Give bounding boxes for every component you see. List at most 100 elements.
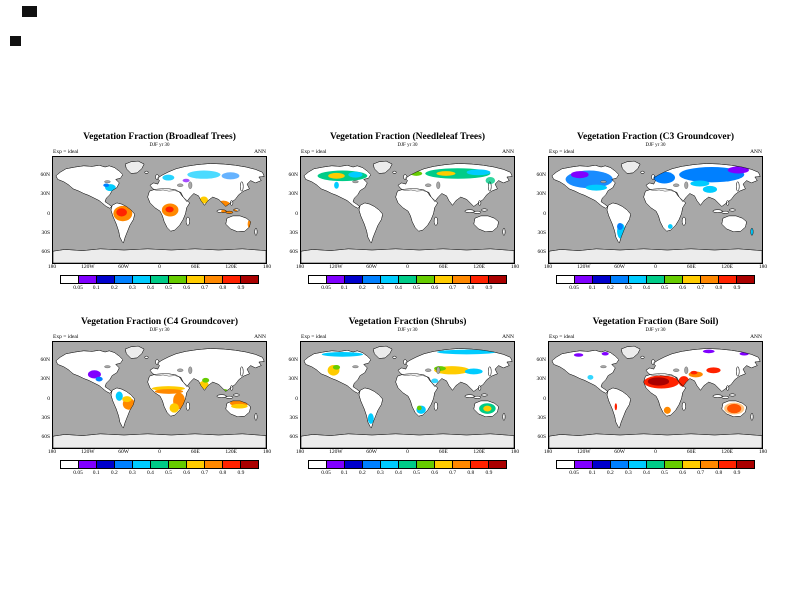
panel-broadleaf-trees: Vegetation Fraction (Broadleaf Trees) DJ…	[41, 132, 272, 293]
season-label: ANN	[502, 334, 514, 340]
lon-tick-label: 180	[758, 264, 768, 270]
colorbar-cell	[309, 276, 327, 283]
colorbar-cell	[205, 276, 223, 283]
longitude-axis: 180 120W 60W 0 60E 120E 180	[544, 449, 767, 456]
lon-tick-label: 120E	[225, 449, 237, 455]
colorbar-cell	[417, 461, 435, 468]
lon-tick-label: 180	[295, 264, 305, 270]
colorbar-tick-label: 0.2	[606, 285, 614, 291]
panel-needleleaf-trees: Vegetation Fraction (Needleleaf Trees) D…	[289, 132, 520, 293]
lat-tick-label: 60S	[289, 433, 298, 440]
panel-subtitle: DJF yr 30	[397, 328, 418, 333]
colorbar-tick-label: 0.4	[147, 285, 154, 291]
colorbar-cell	[241, 461, 258, 468]
colorbar-tick-label: 0.7	[697, 470, 705, 476]
colorbar-tick-label: 0.2	[110, 470, 118, 476]
colorbar-cell	[701, 461, 719, 468]
panel-c4-groundcover: Vegetation Fraction (C4 Groundcover) DJF…	[41, 317, 272, 478]
panel-subtitle: DJF yr 30	[149, 328, 170, 333]
colorbar-cell	[327, 461, 345, 468]
colorbar-tick-label: 0.9	[237, 285, 245, 291]
lon-tick-label: 60W	[118, 449, 130, 455]
lat-tick-label: 0	[543, 395, 546, 402]
colorbar-tick-label: 0.4	[395, 285, 402, 291]
colorbar-cell	[575, 276, 593, 283]
colorbar-tick-label: 0.7	[449, 470, 457, 476]
lon-tick-label: 0	[406, 264, 409, 270]
lat-tick-label: 60N	[288, 172, 298, 179]
colorbar-tick-label: 0.8	[219, 285, 227, 291]
colorbar-cell	[435, 461, 453, 468]
lat-tick-label: 30S	[41, 414, 50, 421]
colorbar-cell	[345, 276, 363, 283]
lat-tick-label: 30S	[289, 229, 298, 236]
lat-tick-label: 30S	[41, 229, 50, 236]
colorbar-tick-label: 0.4	[643, 285, 650, 291]
lon-tick-label: 120W	[577, 449, 591, 455]
colorbar-cell	[381, 461, 399, 468]
colorbar-cell	[309, 461, 327, 468]
colorbar-cell	[241, 276, 258, 283]
colorbar-tick-label: 0.05	[73, 285, 83, 291]
lat-tick-label: 60N	[536, 357, 546, 364]
colorbar-cell	[647, 276, 665, 283]
lon-tick-label: 120E	[473, 449, 485, 455]
colorbar-tick-label: 0.4	[147, 470, 154, 476]
season-label: ANN	[502, 149, 514, 155]
colorbar-cell	[187, 276, 205, 283]
lon-tick-label: 180	[543, 449, 553, 455]
panel-bare-soil: Vegetation Fraction (Bare Soil) DJF yr 3…	[537, 317, 768, 478]
colorbar-tick-label: 0.7	[201, 285, 209, 291]
world-map-bare-soil	[548, 341, 763, 449]
panel-subtitle: DJF yr 30	[397, 143, 418, 148]
colorbar	[556, 275, 755, 284]
lon-tick-label: 60E	[190, 449, 200, 455]
colorbar-cell	[701, 276, 719, 283]
season-label: ANN	[254, 334, 266, 340]
lon-tick-label: 60E	[190, 264, 200, 270]
colorbar-cell	[223, 276, 241, 283]
lat-tick-label: 60S	[537, 248, 546, 255]
world-map-shrubs	[300, 341, 515, 449]
colorbar-tick-label: 0.9	[485, 470, 493, 476]
colorbar-tick-label: 0.1	[92, 285, 100, 291]
colorbar-tick-label: 0.05	[73, 470, 83, 476]
lat-tick-label: 60N	[40, 357, 50, 364]
lon-tick-label: 60W	[366, 449, 378, 455]
lon-tick-label: 60E	[686, 449, 696, 455]
colorbar-labels: 0.05 0.1 0.2 0.3 0.4 0.5 0.6 0.7 0.8 0.9	[308, 285, 507, 293]
lon-tick-label: 60W	[614, 449, 626, 455]
colorbar-cell	[435, 276, 453, 283]
colorbar-tick-label: 0.8	[467, 470, 475, 476]
colorbar-tick-label: 0.6	[431, 470, 439, 476]
colorbar-cell	[719, 276, 737, 283]
colorbar	[60, 275, 259, 284]
colorbar-cell	[719, 461, 737, 468]
longitude-axis: 180 120W 60W 0 60E 120E 180	[48, 264, 271, 271]
lat-tick-label: 60S	[41, 248, 50, 255]
panel-title: Vegetation Fraction (Needleleaf Trees)	[329, 132, 486, 142]
colorbar-tick-label: 0.05	[321, 285, 331, 291]
world-map-c3	[548, 156, 763, 264]
lon-tick-label: 120W	[329, 449, 343, 455]
experiment-label: Exp = ideal	[301, 149, 327, 155]
colorbar-cell	[205, 461, 223, 468]
colorbar-cell	[629, 276, 647, 283]
colorbar-cell	[223, 461, 241, 468]
colorbar-tick-label: 0.2	[358, 470, 366, 476]
panel-title: Vegetation Fraction (C3 Groundcover)	[577, 132, 734, 142]
figure-grid: Vegetation Fraction (Broadleaf Trees) DJ…	[41, 132, 768, 478]
colorbar-tick-label: 0.3	[376, 285, 384, 291]
colorbar	[60, 460, 259, 469]
lon-tick-label: 120E	[225, 264, 237, 270]
panel-title: Vegetation Fraction (Shrubs)	[348, 317, 467, 327]
colorbar-cell	[611, 461, 629, 468]
colorbar-cell	[115, 276, 133, 283]
lat-tick-label: 60N	[536, 172, 546, 179]
colorbar-tick-label: 0.5	[165, 285, 172, 291]
lat-tick-label: 60S	[289, 248, 298, 255]
colorbar-tick-label: 0.3	[128, 285, 136, 291]
world-map-needleleaf	[300, 156, 515, 264]
colorbar-cell	[151, 276, 169, 283]
colorbar-cell	[133, 461, 151, 468]
